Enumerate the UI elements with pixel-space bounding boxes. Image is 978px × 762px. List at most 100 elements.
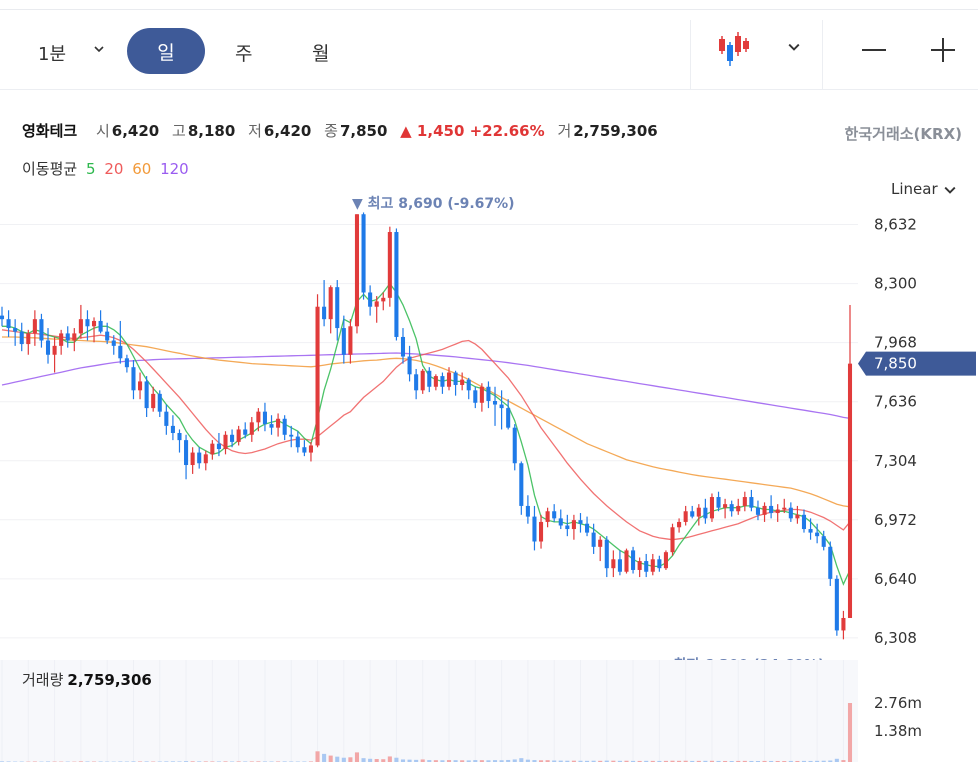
- candle-body: [486, 386, 491, 401]
- volume-bar: [801, 760, 807, 762]
- candle-body: [453, 372, 458, 385]
- candle-body: [657, 559, 662, 569]
- candle-body: [532, 516, 537, 542]
- candle-body: [677, 521, 682, 528]
- candle-body: [164, 411, 169, 426]
- candle-body: [571, 520, 576, 530]
- candle-body: [414, 374, 419, 391]
- volume-bar: [525, 759, 530, 762]
- toolbar-divider: [822, 20, 823, 90]
- candle-body: [381, 297, 386, 302]
- candle-body: [736, 505, 741, 512]
- toolbar-divider: [690, 20, 691, 90]
- volume-bar: [374, 759, 379, 762]
- tab-day[interactable]: 일: [127, 28, 205, 74]
- candle-body: [230, 434, 235, 442]
- max-price-annotation: ▼ 최고 8,690 (-9.67%): [352, 196, 515, 212]
- candle-body: [519, 463, 524, 506]
- tab-month[interactable]: 월: [312, 43, 330, 65]
- candle-body: [124, 358, 129, 368]
- volume-bar: [736, 760, 741, 762]
- scale-selector[interactable]: Linear: [891, 180, 956, 198]
- candle-body: [170, 425, 175, 434]
- volume-bar: [604, 760, 609, 762]
- minus-icon[interactable]: [860, 36, 888, 64]
- candle-body: [368, 292, 373, 307]
- candle-body: [723, 504, 728, 508]
- candle-body: [407, 356, 412, 375]
- volume-bar: [690, 760, 695, 762]
- volume-bar: [841, 760, 846, 762]
- volume-bar: [709, 760, 714, 762]
- candle-body: [65, 333, 70, 341]
- volume-label: 거: [557, 122, 572, 140]
- tab-week[interactable]: 주: [235, 43, 253, 65]
- scale-label: Linear: [891, 180, 938, 198]
- candle-body: [361, 214, 366, 293]
- chart-type-selector[interactable]: [712, 30, 812, 70]
- volume-bar: [631, 760, 636, 762]
- candle-body: [13, 328, 18, 332]
- ma-line-ma60: [2, 336, 851, 508]
- chevron-down-icon: [944, 186, 956, 194]
- ma-120[interactable]: 120: [160, 160, 189, 178]
- volume-bar: [617, 760, 622, 762]
- volume-bar: [657, 760, 662, 762]
- candle-body: [85, 319, 90, 327]
- candle-body: [276, 418, 281, 428]
- volume-bar: [479, 760, 484, 762]
- candle-body: [762, 505, 767, 515]
- candle-body: [624, 550, 629, 572]
- volume-bar: [571, 760, 576, 762]
- candle-body: [262, 411, 267, 425]
- y-tick-label: 8,632: [874, 216, 917, 234]
- volume-bar: [361, 758, 366, 762]
- candle-body: [631, 550, 636, 570]
- candle-body: [197, 452, 202, 464]
- volume-bar: [749, 760, 754, 762]
- candle-body: [249, 422, 254, 435]
- candle-body: [328, 287, 333, 320]
- volume-bar: [828, 760, 833, 762]
- candle-body: [525, 505, 530, 517]
- volume-bar: [322, 753, 327, 762]
- candle-body: [696, 507, 701, 517]
- volume-bar: [558, 760, 563, 762]
- volume-bar: [565, 760, 570, 762]
- volume-bar: [354, 752, 360, 762]
- candle-body: [144, 381, 149, 409]
- candle-body: [598, 539, 603, 547]
- volume-bar: [644, 760, 649, 762]
- candle-body: [190, 452, 195, 466]
- volume-bar: [492, 760, 498, 762]
- volume-bar: [420, 759, 425, 762]
- interval-selector[interactable]: 1분: [38, 40, 104, 66]
- volume-bar: [473, 760, 478, 762]
- ma-20[interactable]: 20: [104, 160, 124, 178]
- candle-body: [302, 447, 307, 453]
- ma-5[interactable]: 5: [85, 160, 96, 178]
- volume-bar: [585, 760, 590, 762]
- candle-body: [749, 497, 754, 508]
- candle-body: [565, 525, 570, 530]
- candle-body: [91, 320, 97, 327]
- candle-body: [834, 578, 839, 631]
- chart-toolbar: 1분 일 주 월: [0, 10, 978, 90]
- plus-icon[interactable]: [929, 36, 957, 64]
- candle-body: [709, 497, 714, 519]
- volume-bar: [677, 760, 682, 762]
- ma-60[interactable]: 60: [132, 160, 152, 178]
- volume-bar: [486, 760, 491, 762]
- candle-body: [499, 404, 504, 409]
- volume-bar: [506, 759, 511, 762]
- volume-bar: [545, 760, 550, 762]
- candle-body: [131, 367, 136, 391]
- candle-body: [716, 497, 721, 508]
- candle-body: [322, 306, 327, 320]
- candle-body: [446, 372, 452, 387]
- candle-body: [545, 511, 550, 522]
- candle-body: [433, 376, 438, 387]
- volume-bar: [769, 760, 774, 762]
- candle-body: [45, 340, 51, 355]
